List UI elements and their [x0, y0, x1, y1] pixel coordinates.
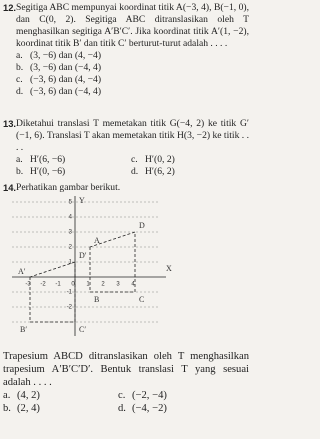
option-text: (3, −6) dan (−4, 4): [30, 62, 102, 73]
option-letter: c.: [16, 74, 23, 85]
option: a. (4, 2): [3, 389, 118, 402]
grid: [12, 201, 160, 323]
option-text: (2, 4): [17, 403, 40, 414]
option: b. H′(0, −6): [16, 166, 131, 178]
question-number: 12.: [3, 2, 17, 13]
question-number: 14.: [3, 182, 17, 193]
option-letter: b.: [16, 166, 24, 177]
x-tick-label: 0: [71, 282, 75, 288]
option-text: (−4, −2): [132, 403, 167, 414]
question-12: 12. Segitiga ABC mempunyai koordinat tit…: [3, 2, 249, 98]
point-label: D′: [79, 251, 87, 260]
y-tick-label: 4: [69, 215, 73, 221]
question-text: Segitiga ABC mempunyai koordinat titik A…: [16, 2, 249, 49]
trapezoid-image: [29, 261, 76, 323]
point-label: C′: [79, 325, 86, 334]
option-letter: d.: [131, 166, 139, 177]
option-letter: a.: [3, 390, 11, 401]
coordinate-graph: X Y A B C D A′ B′ C′ D′ -3 -2 -1 0 1 2 3 4 5 4 3 2 1…: [12, 196, 172, 336]
option: b. (3, −6) dan (−4, 4): [16, 62, 131, 74]
x-tick-label: -2: [40, 282, 46, 288]
y-tick-label: 1: [69, 260, 73, 266]
question-14-text: Trapesium ABCD ditranslasikan oleh T men…: [3, 350, 249, 415]
y-tick-label: 5: [69, 200, 73, 206]
x-axis-label: X: [166, 264, 172, 273]
x-tick-label: 2: [101, 282, 105, 288]
option-text: (−2, −4): [132, 390, 167, 401]
option-text: H′(0, 2): [145, 154, 175, 165]
option-letter: c.: [131, 154, 138, 165]
option: a. H′(6, −6): [16, 154, 131, 166]
options: a. H′(6, −6) c. H′(0, 2) b. H′(0, −6) d. H′(…: [16, 154, 249, 178]
question-text: Diketahui translasi T memetakan titik G(…: [16, 118, 249, 153]
question-14: 14. Perhatikan gambar berikut.: [3, 182, 249, 194]
option-text: H′(0, −6): [30, 166, 66, 177]
question-13: 13. Diketahui translasi T memetakan titi…: [3, 118, 249, 178]
option: c. (−3, 6) dan (4, −4): [16, 74, 131, 86]
options: a. (4, 2) c. (−2, −4) b. (2, 4) d. (−4, −2): [3, 389, 249, 415]
x-tick-label: -1: [55, 282, 61, 288]
point-label: A: [94, 236, 100, 245]
point-label: B: [94, 295, 99, 304]
option: a. (3, −6) dan (4, −4): [16, 50, 131, 62]
option-letter: a.: [16, 50, 23, 61]
question-text: Trapesium ABCD ditranslasikan oleh T men…: [3, 351, 249, 388]
option-letter: a.: [16, 154, 23, 165]
option-text: (4, 2): [17, 390, 40, 401]
option-text: H′(6, 2): [145, 166, 175, 177]
option-letter: d.: [118, 403, 126, 414]
x-tick-label: 3: [116, 282, 120, 288]
option: c. H′(0, 2): [131, 154, 246, 166]
y-axis-label: Y: [79, 196, 85, 205]
option: d. H′(6, 2): [131, 166, 246, 178]
x-tick-label: -3: [25, 282, 31, 288]
x-tick-label: 4: [131, 282, 135, 288]
option: d. (−4, −2): [118, 402, 233, 415]
point-label: B′: [20, 325, 27, 334]
option-letter: d.: [16, 86, 24, 97]
option-letter: b.: [16, 62, 24, 73]
option: b. (2, 4): [3, 402, 118, 415]
y-tick-label: -1: [67, 290, 73, 296]
option: c. (−2, −4): [118, 389, 233, 402]
option-letter: c.: [118, 390, 126, 401]
option-text: (−3, 6) dan (4, −4): [30, 74, 102, 85]
point-label: D: [139, 221, 145, 230]
y-tick-label: -2: [67, 305, 73, 311]
option-text: H′(6, −6): [30, 154, 66, 165]
point-label: A′: [18, 267, 26, 276]
question-intro: Perhatikan gambar berikut.: [16, 182, 121, 193]
y-tick-label: 2: [69, 245, 73, 251]
option-text: (−3, 6) dan (−4, 4): [30, 86, 102, 97]
options: a. (3, −6) dan (4, −4) b. (3, −6) dan (−4,…: [16, 50, 249, 98]
question-number: 13.: [3, 118, 17, 129]
page: {"q12": {"number": "12.", "text": "Segit…: [3, 2, 249, 415]
x-tick-label: 1: [86, 282, 90, 288]
option: d. (−3, 6) dan (−4, 4): [16, 86, 131, 98]
point-label: C: [139, 295, 144, 304]
option-text: (3, −6) dan (4, −4): [30, 50, 102, 61]
y-tick-label: 3: [69, 230, 73, 236]
trapezoid-abcd: [89, 231, 136, 293]
option-letter: b.: [3, 403, 11, 414]
